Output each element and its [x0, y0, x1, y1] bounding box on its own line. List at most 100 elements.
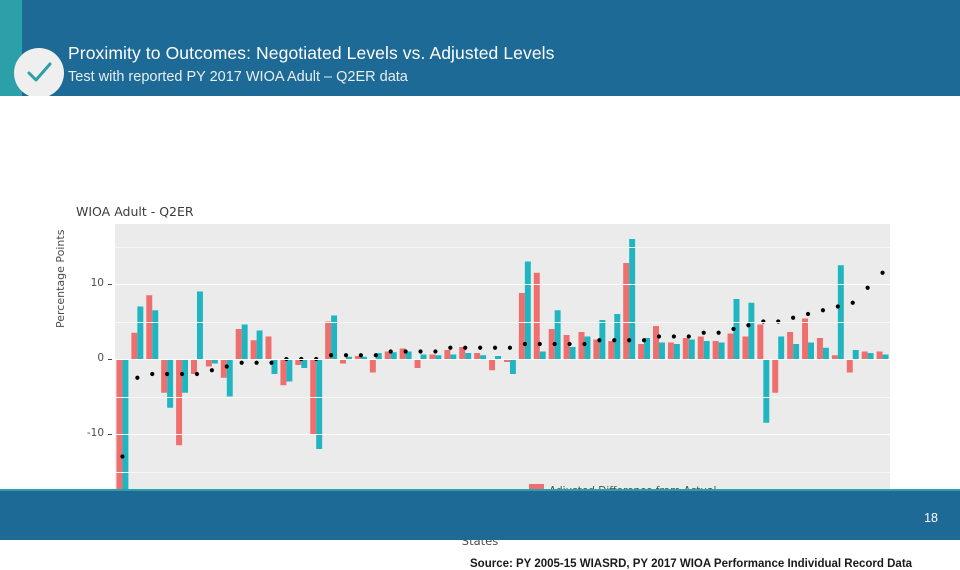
page-subtitle: Test with reported PY 2017 WIOA Adult – … — [68, 69, 408, 85]
chart-bar — [226, 359, 233, 397]
actual-point-marker — [120, 454, 125, 459]
y-tick-label: -10 — [86, 427, 104, 439]
chart-bar — [658, 342, 665, 359]
chart-bar — [146, 295, 153, 359]
gridline-minor — [115, 321, 890, 323]
actual-point-marker — [388, 349, 393, 354]
actual-point-marker — [403, 349, 408, 354]
chart-title: WIOA Adult - Q2ER — [76, 204, 194, 219]
actual-point-marker — [731, 326, 736, 332]
chart-bar — [444, 350, 451, 359]
check-icon — [14, 48, 64, 98]
chart-bar — [533, 272, 540, 359]
chart-bar — [837, 265, 844, 359]
actual-point-marker — [314, 356, 319, 362]
chart-bar — [503, 359, 510, 362]
chart-bar — [116, 359, 123, 513]
chart-bar — [629, 239, 636, 359]
chart-bar — [808, 342, 814, 359]
actual-point-marker — [820, 308, 826, 313]
chart-bar — [524, 261, 531, 359]
chart-bar — [787, 332, 794, 359]
y-tick-mark — [108, 434, 112, 435]
chart-bar — [420, 354, 427, 359]
gridline — [115, 434, 890, 435]
chart-bar — [831, 355, 838, 359]
chart-bar — [778, 336, 785, 359]
slide-number: 18 — [924, 511, 938, 525]
actual-point-marker — [433, 349, 438, 354]
chart-bar — [623, 263, 630, 359]
y-tick-mark — [108, 359, 112, 360]
chart-bar — [196, 291, 203, 359]
chart-bar — [137, 306, 144, 359]
chart-bar — [495, 356, 502, 359]
actual-point-marker — [612, 338, 617, 343]
actual-point-marker — [135, 375, 140, 380]
actual-point-marker — [627, 338, 632, 343]
gridline — [115, 284, 890, 285]
chart-bar — [369, 359, 376, 373]
chart-bar — [846, 359, 853, 373]
chart-bar — [718, 342, 725, 359]
chart-bar — [280, 359, 287, 386]
actual-point-marker — [284, 356, 289, 362]
footer-accent-rule — [0, 489, 960, 491]
chart-bar — [712, 341, 719, 359]
chart-bar — [852, 350, 859, 359]
actual-point-marker — [179, 371, 185, 377]
slide-body: WIOA Adult - Q2ER Percentage Points Adju… — [0, 96, 960, 570]
chart-bar — [271, 359, 278, 374]
chart-bar — [354, 356, 361, 359]
actual-point-marker — [716, 330, 721, 335]
actual-point-marker — [239, 360, 244, 365]
slide-footer-band — [0, 489, 960, 540]
chart-bar — [688, 339, 695, 359]
chart-bar — [435, 355, 442, 359]
gridline-minor — [115, 471, 890, 473]
chart-bar — [405, 351, 412, 359]
actual-point-marker — [537, 341, 542, 347]
actual-point-marker — [880, 270, 885, 275]
chart-bar — [375, 353, 382, 359]
chart-bar — [563, 335, 570, 359]
chart-bar — [459, 347, 466, 359]
chart-bar — [176, 359, 183, 446]
actual-point-marker — [343, 353, 349, 358]
chart-bar — [682, 338, 689, 359]
chart-bar — [399, 348, 406, 359]
actual-point-marker — [358, 353, 364, 358]
actual-point-marker — [269, 360, 274, 365]
actual-point-marker — [224, 364, 229, 369]
chart-bar — [131, 332, 138, 359]
actual-point-marker — [254, 360, 259, 365]
actual-point-marker — [567, 341, 572, 347]
actual-point-marker — [507, 345, 513, 350]
actual-point-marker — [299, 356, 304, 362]
chart-bar — [548, 329, 555, 359]
chart-bar — [757, 324, 764, 359]
actual-point-marker — [746, 323, 751, 328]
chart-bar — [608, 341, 615, 359]
chart-bar — [793, 344, 800, 359]
chart-bar — [653, 326, 659, 359]
chart-bar — [593, 339, 600, 359]
chart-bar — [390, 352, 397, 359]
chart-bar — [167, 359, 174, 408]
chart-bar — [122, 359, 129, 491]
chart-bar — [360, 356, 367, 359]
chart-bar — [346, 356, 352, 359]
chart-bar — [316, 359, 323, 449]
chart-bar — [295, 359, 302, 365]
chart-bar — [802, 318, 809, 359]
actual-point-marker — [165, 371, 170, 377]
slide-header-band — [0, 0, 960, 96]
chart-bar — [161, 359, 168, 393]
chart-bar — [638, 344, 645, 359]
chart-bar — [241, 324, 248, 359]
chart-plot-area: Adjusted Difference from Actual Negotiat… — [115, 224, 890, 524]
actual-point-marker — [850, 300, 855, 305]
chart-bar — [614, 314, 621, 359]
actual-point-marker — [194, 371, 200, 377]
actual-point-marker — [582, 341, 587, 347]
